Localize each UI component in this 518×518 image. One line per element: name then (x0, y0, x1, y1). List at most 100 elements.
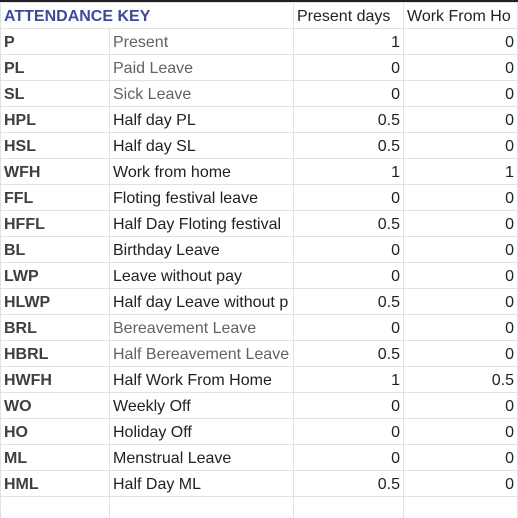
code-cell[interactable]: P (0, 28, 110, 55)
present-days-cell[interactable]: 0.5 (293, 132, 404, 159)
table-row: HSL Half day SL 0.5 0 (0, 132, 518, 159)
present-days-cell[interactable]: 0.5 (293, 210, 404, 237)
description-cell[interactable]: Weekly Off (109, 392, 294, 419)
table-row: BL Birthday Leave 0 0 (0, 236, 518, 263)
work-from-home-cell[interactable]: 0 (403, 444, 518, 471)
description-cell[interactable]: Sick Leave (109, 80, 294, 107)
present-days-cell[interactable]: 0 (293, 418, 404, 445)
work-from-home-cell[interactable]: 0 (403, 184, 518, 211)
code-cell[interactable]: HFFL (0, 210, 110, 237)
code-cell[interactable]: BL (0, 236, 110, 263)
work-from-home-cell[interactable]: 0 (403, 106, 518, 133)
work-from-home-cell[interactable]: 0 (403, 418, 518, 445)
work-from-home-cell[interactable]: 0 (403, 262, 518, 289)
code-cell[interactable]: PL (0, 54, 110, 81)
code-cell[interactable]: SL (0, 80, 110, 107)
present-days-cell[interactable]: 0 (293, 54, 404, 81)
present-days-cell[interactable]: 0.5 (293, 340, 404, 367)
table-row: HBRL Half Bereavement Leave 0.5 0 (0, 340, 518, 367)
work-from-home-cell[interactable]: 0 (403, 340, 518, 367)
description-cell[interactable]: Holiday Off (109, 418, 294, 445)
code-cell[interactable]: WO (0, 392, 110, 419)
empty-row (0, 496, 518, 518)
empty-cell[interactable] (293, 496, 404, 518)
table-row: FFL Floting festival leave 0 0 (0, 184, 518, 211)
code-cell[interactable]: HLWP (0, 288, 110, 315)
empty-cell[interactable] (109, 496, 294, 518)
work-from-home-cell[interactable]: 0 (403, 28, 518, 55)
code-cell[interactable]: FFL (0, 184, 110, 211)
description-cell[interactable]: Birthday Leave (109, 236, 294, 263)
present-days-cell[interactable]: 0 (293, 314, 404, 341)
present-days-cell[interactable]: 0 (293, 80, 404, 107)
description-cell[interactable]: Menstrual Leave (109, 444, 294, 471)
description-cell[interactable]: Half Day ML (109, 470, 294, 497)
code-cell[interactable]: LWP (0, 262, 110, 289)
code-cell[interactable]: HML (0, 470, 110, 497)
table-row: WO Weekly Off 0 0 (0, 392, 518, 419)
work-from-home-cell[interactable]: 0 (403, 210, 518, 237)
work-from-home-cell[interactable]: 0 (403, 392, 518, 419)
work-from-home-cell[interactable]: 0 (403, 314, 518, 341)
description-cell[interactable]: Half Bereavement Leave (109, 340, 294, 367)
description-cell[interactable]: Paid Leave (109, 54, 294, 81)
present-days-cell[interactable]: 0.5 (293, 288, 404, 315)
table-row: SL Sick Leave 0 0 (0, 80, 518, 107)
table-row: LWP Leave without pay 0 0 (0, 262, 518, 289)
code-cell[interactable]: BRL (0, 314, 110, 341)
present-days-cell[interactable]: 1 (293, 28, 404, 55)
description-cell[interactable]: Half day PL (109, 106, 294, 133)
table-row: HLWP Half day Leave without p 0.5 0 (0, 288, 518, 315)
table-row: HFFL Half Day Floting festival 0.5 0 (0, 210, 518, 237)
table-row: HML Half Day ML 0.5 0 (0, 470, 518, 497)
description-cell[interactable]: Work from home (109, 158, 294, 185)
empty-cell[interactable] (0, 496, 110, 518)
code-cell[interactable]: ML (0, 444, 110, 471)
code-cell[interactable]: HBRL (0, 340, 110, 367)
code-cell[interactable]: WFH (0, 158, 110, 185)
description-cell[interactable]: Half day Leave without p (109, 288, 294, 315)
code-cell[interactable]: HPL (0, 106, 110, 133)
table-row: PL Paid Leave 0 0 (0, 54, 518, 81)
description-cell[interactable]: Floting festival leave (109, 184, 294, 211)
description-cell[interactable]: Bereavement Leave (109, 314, 294, 341)
present-days-cell[interactable]: 0 (293, 236, 404, 263)
code-cell[interactable]: HSL (0, 132, 110, 159)
work-from-home-cell[interactable]: 0 (403, 54, 518, 81)
present-days-cell[interactable]: 0 (293, 184, 404, 211)
description-cell[interactable]: Half day SL (109, 132, 294, 159)
description-cell[interactable]: Half Work From Home (109, 366, 294, 393)
present-days-cell[interactable]: 1 (293, 158, 404, 185)
work-from-home-header-cell[interactable]: Work From Ho (403, 2, 518, 29)
attendance-key-title-cell[interactable]: ATTENDANCE KEY (0, 2, 294, 29)
work-from-home-cell[interactable]: 0 (403, 80, 518, 107)
table-row: P Present 1 0 (0, 28, 518, 55)
description-cell[interactable]: Leave without pay (109, 262, 294, 289)
empty-cell[interactable] (403, 496, 518, 518)
work-from-home-cell[interactable]: 0 (403, 288, 518, 315)
code-cell[interactable]: HO (0, 418, 110, 445)
code-cell[interactable]: HWFH (0, 366, 110, 393)
description-cell[interactable]: Half Day Floting festival (109, 210, 294, 237)
table-row: ML Menstrual Leave 0 0 (0, 444, 518, 471)
present-days-cell[interactable]: 0 (293, 262, 404, 289)
work-from-home-cell[interactable]: 0.5 (403, 366, 518, 393)
present-days-cell[interactable]: 0.5 (293, 470, 404, 497)
present-days-cell[interactable]: 0 (293, 392, 404, 419)
work-from-home-cell[interactable]: 0 (403, 470, 518, 497)
description-cell[interactable]: Present (109, 28, 294, 55)
table-row: HWFH Half Work From Home 1 0.5 (0, 366, 518, 393)
work-from-home-cell[interactable]: 0 (403, 236, 518, 263)
table-row: WFH Work from home 1 1 (0, 158, 518, 185)
present-days-cell[interactable]: 1 (293, 366, 404, 393)
present-days-header-cell[interactable]: Present days (293, 2, 404, 29)
table-row: HPL Half day PL 0.5 0 (0, 106, 518, 133)
table-row: BRL Bereavement Leave 0 0 (0, 314, 518, 341)
present-days-cell[interactable]: 0.5 (293, 106, 404, 133)
table-row: HO Holiday Off 0 0 (0, 418, 518, 445)
work-from-home-cell[interactable]: 1 (403, 158, 518, 185)
work-from-home-cell[interactable]: 0 (403, 132, 518, 159)
present-days-cell[interactable]: 0 (293, 444, 404, 471)
